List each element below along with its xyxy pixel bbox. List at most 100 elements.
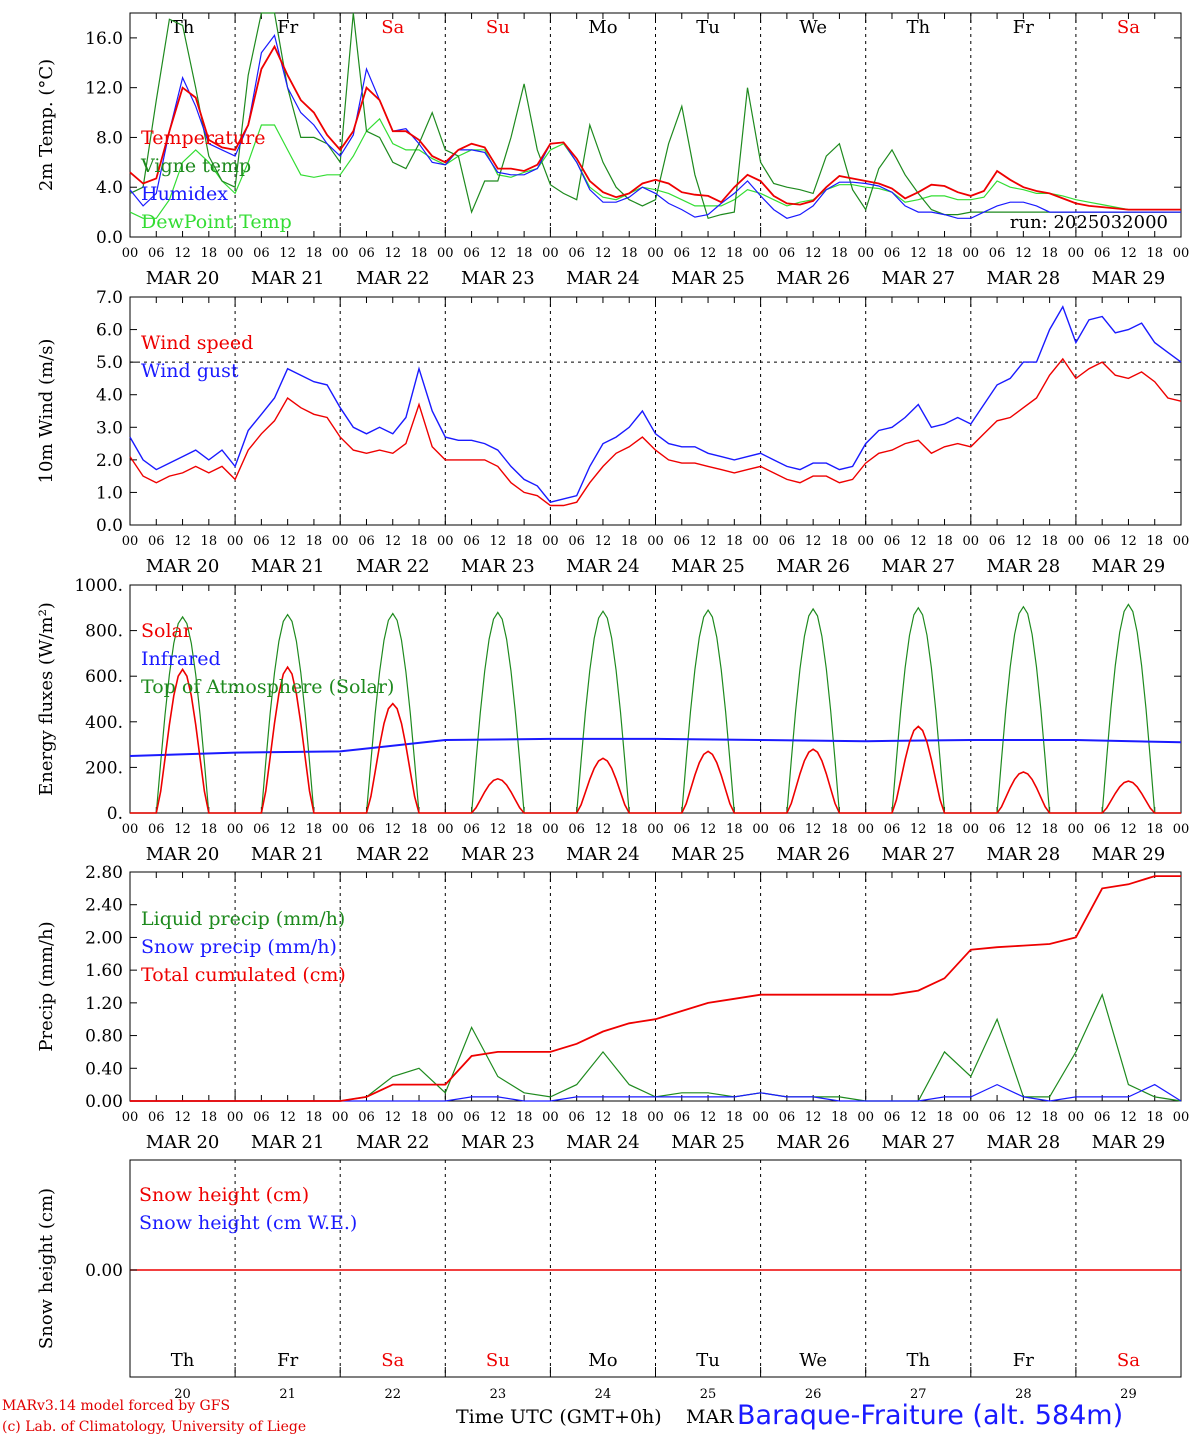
hour-tick-label: 12 bbox=[910, 534, 927, 549]
hour-tick-label: 18 bbox=[936, 246, 953, 261]
date-label: MAR 20 bbox=[146, 1132, 220, 1153]
hour-tick-label: 00 bbox=[963, 1110, 980, 1125]
day-name-label: Fr bbox=[1013, 17, 1034, 38]
hour-tick-label: 00 bbox=[963, 534, 980, 549]
hour-tick-label: 00 bbox=[437, 534, 454, 549]
station-label: Baraque-Fraiture (alt. 584m) bbox=[737, 1400, 1124, 1431]
series-temperature bbox=[129, 44, 1181, 211]
day-name-label: Tu bbox=[696, 17, 720, 38]
hour-tick-label: 12 bbox=[595, 822, 612, 837]
day-name-label: Fr bbox=[277, 1350, 298, 1371]
hour-tick-label: 06 bbox=[674, 1110, 691, 1125]
hour-tick-label: 12 bbox=[384, 246, 401, 261]
hour-tick-label: 00 bbox=[332, 1110, 349, 1125]
hour-tick-label: 00 bbox=[647, 246, 664, 261]
hour-tick-label: 06 bbox=[674, 822, 691, 837]
hour-tick-label: 18 bbox=[516, 246, 533, 261]
hour-tick-label: 12 bbox=[279, 1110, 296, 1125]
hour-tick-label: 18 bbox=[1041, 1110, 1058, 1125]
hour-tick-label: 06 bbox=[989, 246, 1006, 261]
day-name-label: Mo bbox=[588, 1350, 617, 1371]
hour-tick-label: 12 bbox=[595, 1110, 612, 1125]
hour-tick-label: 18 bbox=[726, 246, 743, 261]
hour-tick-label: 18 bbox=[201, 822, 218, 837]
day-name-label: Th bbox=[906, 1350, 930, 1371]
hour-tick-label: 18 bbox=[726, 822, 743, 837]
hour-tick-label: 12 bbox=[384, 1110, 401, 1125]
hour-tick-label: 06 bbox=[358, 1110, 375, 1125]
hour-tick-label: 12 bbox=[595, 534, 612, 549]
hour-tick-label: 06 bbox=[148, 534, 165, 549]
date-label: MAR 25 bbox=[671, 556, 745, 577]
day-number-label: 22 bbox=[384, 1387, 401, 1402]
date-label: MAR 27 bbox=[881, 556, 955, 577]
hour-tick-label: 06 bbox=[674, 246, 691, 261]
hour-tick-label: 06 bbox=[674, 534, 691, 549]
hour-tick-label: 18 bbox=[1146, 822, 1163, 837]
hour-tick-label: 18 bbox=[621, 822, 638, 837]
hour-tick-label: 00 bbox=[332, 534, 349, 549]
day-number-label: 21 bbox=[279, 1387, 296, 1402]
legend-solar: Solar bbox=[141, 620, 193, 642]
hour-tick-label: 12 bbox=[490, 822, 507, 837]
hour-tick-label: 00 bbox=[752, 534, 769, 549]
hour-tick-label: 00 bbox=[542, 246, 559, 261]
day-name-label: Fr bbox=[277, 17, 298, 38]
hour-tick-label: 18 bbox=[936, 822, 953, 837]
hour-tick-label: 18 bbox=[831, 1110, 848, 1125]
date-label: MAR 27 bbox=[881, 268, 955, 289]
date-label: MAR 24 bbox=[566, 268, 640, 289]
hour-tick-label: 12 bbox=[1120, 534, 1137, 549]
day-number-label: 24 bbox=[595, 1387, 612, 1402]
y-tick-label: 4.0 bbox=[96, 386, 123, 406]
y-tick-label: 400. bbox=[85, 713, 123, 733]
y-tick-label: 3.0 bbox=[96, 418, 123, 438]
date-label: MAR 23 bbox=[461, 1132, 535, 1153]
date-label: MAR 29 bbox=[1092, 556, 1166, 577]
day-name-label: Sa bbox=[1117, 1350, 1140, 1371]
legend-wind-gust: Wind gust bbox=[141, 360, 239, 382]
legend-snow-height-cm-: Snow height (cm) bbox=[139, 1184, 309, 1206]
hour-tick-label: 06 bbox=[253, 246, 270, 261]
hour-tick-label: 00 bbox=[437, 246, 454, 261]
y-axis-label: Precip (mm/h) bbox=[36, 921, 57, 1051]
hour-tick-label: 06 bbox=[884, 822, 901, 837]
hour-tick-label: 18 bbox=[1146, 534, 1163, 549]
day-name-label: We bbox=[799, 17, 827, 38]
hour-tick-label: 00 bbox=[857, 822, 874, 837]
hour-tick-label: 00 bbox=[1173, 534, 1190, 549]
hour-tick-label: 18 bbox=[516, 534, 533, 549]
hour-tick-label: 12 bbox=[595, 246, 612, 261]
y-tick-label: 2.40 bbox=[85, 896, 123, 916]
hour-tick-label: 00 bbox=[647, 1110, 664, 1125]
hour-tick-label: 12 bbox=[279, 246, 296, 261]
hour-tick-label: 00 bbox=[542, 534, 559, 549]
hour-tick-label: 00 bbox=[1068, 1110, 1085, 1125]
date-label: MAR 22 bbox=[356, 1132, 430, 1153]
hour-tick-label: 00 bbox=[227, 822, 244, 837]
hour-tick-label: 00 bbox=[857, 246, 874, 261]
date-label: MAR 21 bbox=[251, 1132, 325, 1153]
date-label: MAR 20 bbox=[146, 268, 220, 289]
hour-tick-label: 12 bbox=[1015, 1110, 1032, 1125]
y-tick-label: 12.0 bbox=[85, 79, 123, 99]
hour-tick-label: 06 bbox=[1094, 534, 1111, 549]
legend-top-of-atmosphere-solar-: Top of Atmosphere (Solar) bbox=[141, 676, 394, 698]
hour-tick-label: 06 bbox=[568, 246, 585, 261]
hour-tick-label: 06 bbox=[148, 822, 165, 837]
hour-tick-label: 12 bbox=[174, 1110, 191, 1125]
hour-tick-label: 00 bbox=[1068, 534, 1085, 549]
hour-tick-label: 06 bbox=[568, 534, 585, 549]
hour-tick-label: 00 bbox=[1173, 1110, 1190, 1125]
hour-tick-label: 06 bbox=[779, 246, 796, 261]
hour-tick-label: 00 bbox=[227, 246, 244, 261]
hour-tick-label: 12 bbox=[1015, 534, 1032, 549]
hour-tick-label: 18 bbox=[411, 1110, 428, 1125]
hour-tick-label: 12 bbox=[805, 534, 822, 549]
y-tick-label: 8.0 bbox=[96, 128, 123, 148]
y-axis-label: 10m Wind (m/s) bbox=[36, 339, 57, 484]
run-label: run: 2025032000 bbox=[1010, 212, 1168, 233]
hour-tick-label: 18 bbox=[831, 246, 848, 261]
hour-tick-label: 18 bbox=[726, 534, 743, 549]
hour-tick-label: 12 bbox=[910, 1110, 927, 1125]
